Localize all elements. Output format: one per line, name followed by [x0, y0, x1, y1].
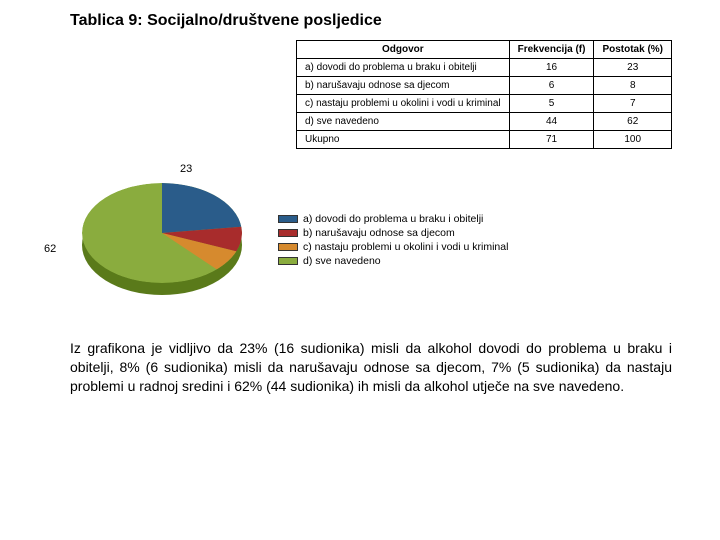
table-row: b) narušavaju odnose sa djecom 6 8: [296, 77, 671, 95]
swatch-c: [278, 243, 298, 251]
paragraph: Iz grafikona je vidljivo da 23% (16 sudi…: [70, 339, 672, 396]
legend-label: c) nastaju problemi u okolini i vodi u k…: [303, 240, 508, 254]
cell: 8: [594, 77, 672, 95]
legend: a) dovodi do problema u braku i obitelji…: [278, 212, 508, 269]
table-header-row: Odgovor Frekvencija (f) Postotak (%): [296, 41, 671, 59]
slice-a: [162, 183, 241, 233]
legend-label: a) dovodi do problema u braku i obitelji: [303, 212, 483, 226]
cell: 5: [509, 95, 594, 113]
legend-label: b) narušavaju odnose sa djecom: [303, 226, 455, 240]
col-odgovor: Odgovor: [296, 41, 509, 59]
cell: Ukupno: [296, 131, 509, 149]
cell: 6: [509, 77, 594, 95]
pie-chart: 23 62: [70, 165, 270, 315]
cell: 16: [509, 59, 594, 77]
pie-top: [82, 183, 242, 283]
cell: d) sve navedeno: [296, 113, 509, 131]
cell: 62: [594, 113, 672, 131]
legend-item-b: b) narušavaju odnose sa djecom: [278, 226, 508, 240]
col-frekvencija: Frekvencija (f): [509, 41, 594, 59]
cell: 44: [509, 113, 594, 131]
table-row: Ukupno 71 100: [296, 131, 671, 149]
data-table: Odgovor Frekvencija (f) Postotak (%) a) …: [296, 40, 672, 149]
legend-item-d: d) sve navedeno: [278, 254, 508, 268]
cell: 23: [594, 59, 672, 77]
swatch-d: [278, 257, 298, 265]
cell: a) dovodi do problema u braku i obitelji: [296, 59, 509, 77]
callout-62: 62: [44, 243, 56, 255]
table-container: Odgovor Frekvencija (f) Postotak (%) a) …: [70, 40, 672, 149]
swatch-a: [278, 215, 298, 223]
cell: b) narušavaju odnose sa djecom: [296, 77, 509, 95]
table-row: c) nastaju problemi u okolini i vodi u k…: [296, 95, 671, 113]
chart-row: 23 62 a) dovodi do problema u bra: [70, 165, 672, 315]
cell: c) nastaju problemi u okolini i vodi u k…: [296, 95, 509, 113]
page-title: Tablica 9: Socijalno/društvene posljedic…: [70, 12, 672, 30]
table-row: d) sve navedeno 44 62: [296, 113, 671, 131]
cell: 100: [594, 131, 672, 149]
callout-23: 23: [180, 163, 192, 175]
swatch-b: [278, 229, 298, 237]
cell: 71: [509, 131, 594, 149]
cell: 7: [594, 95, 672, 113]
legend-item-c: c) nastaju problemi u okolini i vodi u k…: [278, 240, 508, 254]
legend-label: d) sve navedeno: [303, 254, 381, 268]
col-postotak: Postotak (%): [594, 41, 672, 59]
table-row: a) dovodi do problema u braku i obitelji…: [296, 59, 671, 77]
legend-item-a: a) dovodi do problema u braku i obitelji: [278, 212, 508, 226]
